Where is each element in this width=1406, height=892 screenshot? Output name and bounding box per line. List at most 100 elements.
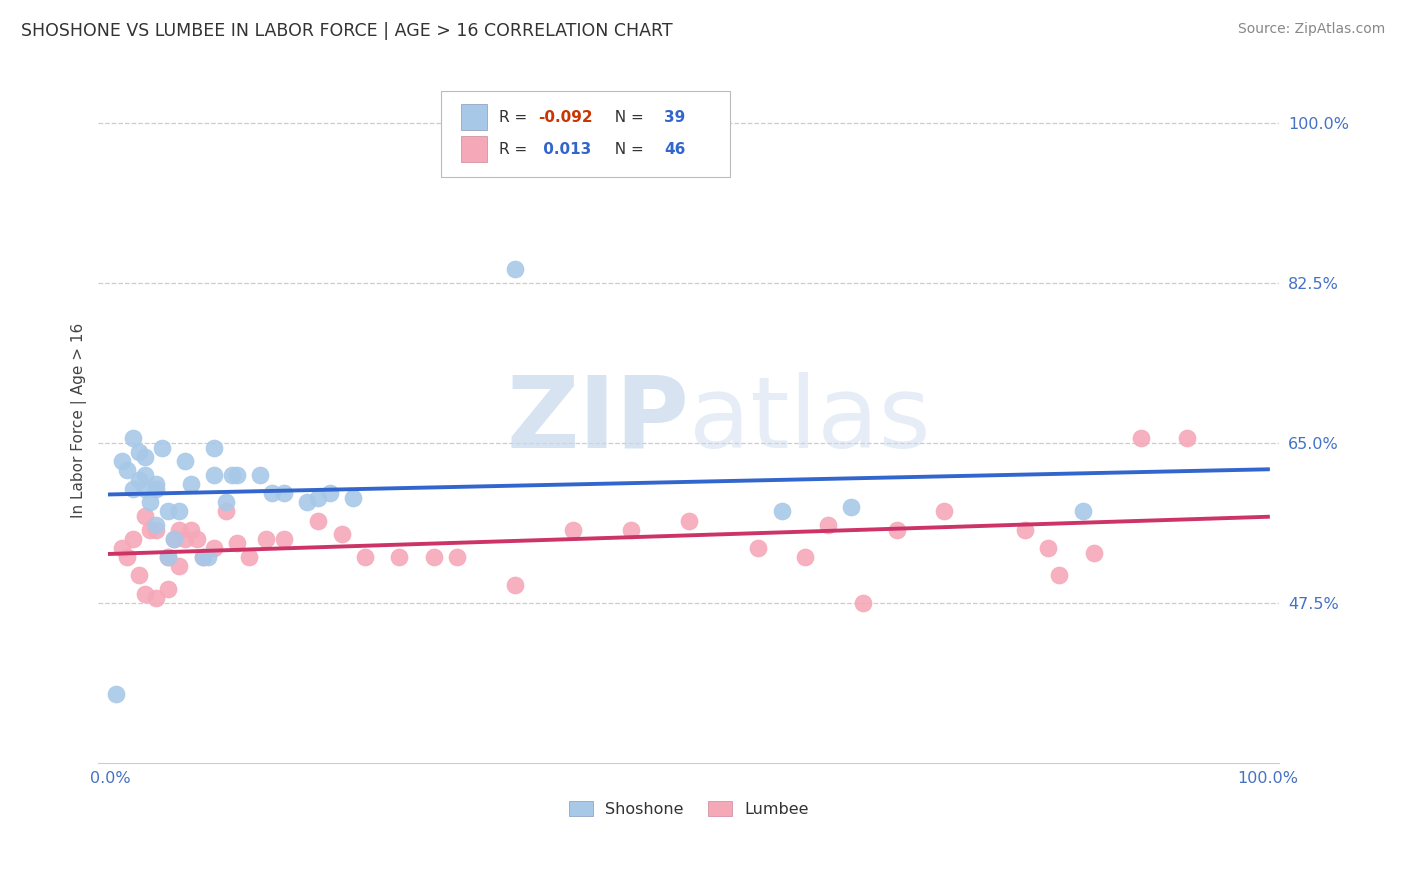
Point (1071, 504, 1094, 518)
Point (174, 454, 197, 468)
Point (110, 454, 132, 468)
Point (353, 550, 375, 565)
Point (319, 486, 342, 500)
Point (226, 536, 249, 550)
Point (134, 509, 156, 524)
Point (202, 441, 225, 455)
Point (145, 482, 167, 496)
Point (388, 550, 411, 565)
Point (1036, 541, 1059, 555)
Point (503, 577, 526, 591)
Point (122, 482, 145, 496)
Point (186, 532, 208, 546)
Point (150, 441, 173, 455)
Point (145, 523, 167, 537)
Point (1049, 568, 1071, 582)
Point (330, 527, 353, 541)
Point (162, 532, 184, 546)
Text: R =: R = (499, 110, 531, 125)
Point (128, 473, 150, 487)
Point (134, 482, 156, 496)
Point (249, 467, 271, 482)
Point (191, 550, 214, 565)
Point (215, 495, 238, 509)
Point (221, 467, 243, 482)
Text: atlas: atlas (689, 372, 931, 468)
Point (747, 541, 769, 555)
Text: 0.013: 0.013 (537, 142, 591, 157)
Point (423, 550, 446, 565)
Point (226, 467, 249, 482)
Point (1014, 523, 1036, 537)
Point (174, 532, 197, 546)
Point (770, 504, 793, 518)
Point (145, 477, 167, 491)
Y-axis label: In Labor Force | Age > 16: In Labor Force | Age > 16 (72, 323, 87, 517)
Point (156, 582, 179, 596)
Point (156, 504, 179, 518)
Point (202, 541, 225, 555)
Point (169, 504, 191, 518)
FancyBboxPatch shape (461, 104, 486, 130)
Point (678, 514, 700, 528)
Point (295, 495, 318, 509)
Point (191, 550, 214, 565)
Text: N =: N = (605, 110, 648, 125)
Point (620, 523, 643, 537)
Point (273, 486, 295, 500)
Text: 39: 39 (664, 110, 685, 125)
Point (1175, 431, 1198, 445)
Point (104, 687, 127, 701)
Point (156, 550, 179, 565)
Point (503, 262, 526, 277)
Point (307, 491, 329, 505)
Text: -0.092: -0.092 (537, 110, 592, 125)
Point (117, 463, 139, 477)
Text: ZIP: ZIP (506, 372, 689, 468)
Point (122, 532, 145, 546)
Point (932, 504, 955, 518)
Point (839, 500, 862, 514)
Point (134, 587, 156, 601)
Point (886, 523, 908, 537)
Point (1083, 546, 1105, 560)
Point (1129, 431, 1152, 445)
Point (238, 550, 260, 565)
Legend: Shoshone, Lumbee: Shoshone, Lumbee (562, 795, 815, 823)
Point (180, 523, 202, 537)
Point (260, 486, 283, 500)
Point (169, 523, 191, 537)
Point (307, 514, 329, 528)
Point (162, 532, 184, 546)
Point (128, 445, 150, 459)
Point (852, 596, 875, 610)
Point (197, 550, 219, 565)
Point (134, 467, 156, 482)
Text: SHOSHONE VS LUMBEE IN LABOR FORCE | AGE > 16 CORRELATION CHART: SHOSHONE VS LUMBEE IN LABOR FORCE | AGE … (21, 22, 672, 40)
Point (817, 518, 839, 533)
Text: N =: N = (605, 142, 648, 157)
Point (446, 550, 468, 565)
Point (254, 532, 277, 546)
Point (342, 491, 364, 505)
Point (117, 550, 139, 565)
Text: Source: ZipAtlas.com: Source: ZipAtlas.com (1237, 22, 1385, 37)
Point (215, 504, 238, 518)
Point (134, 450, 156, 464)
FancyBboxPatch shape (461, 136, 486, 162)
Point (562, 523, 585, 537)
Point (793, 550, 815, 565)
Point (145, 591, 167, 606)
Point (139, 495, 162, 509)
Point (145, 518, 167, 533)
FancyBboxPatch shape (441, 91, 730, 177)
Point (202, 467, 225, 482)
Text: 46: 46 (664, 142, 686, 157)
Point (110, 541, 132, 555)
Text: R =: R = (499, 142, 531, 157)
Point (273, 532, 295, 546)
Point (139, 523, 162, 537)
Point (128, 568, 150, 582)
Point (169, 559, 191, 574)
Point (180, 477, 202, 491)
